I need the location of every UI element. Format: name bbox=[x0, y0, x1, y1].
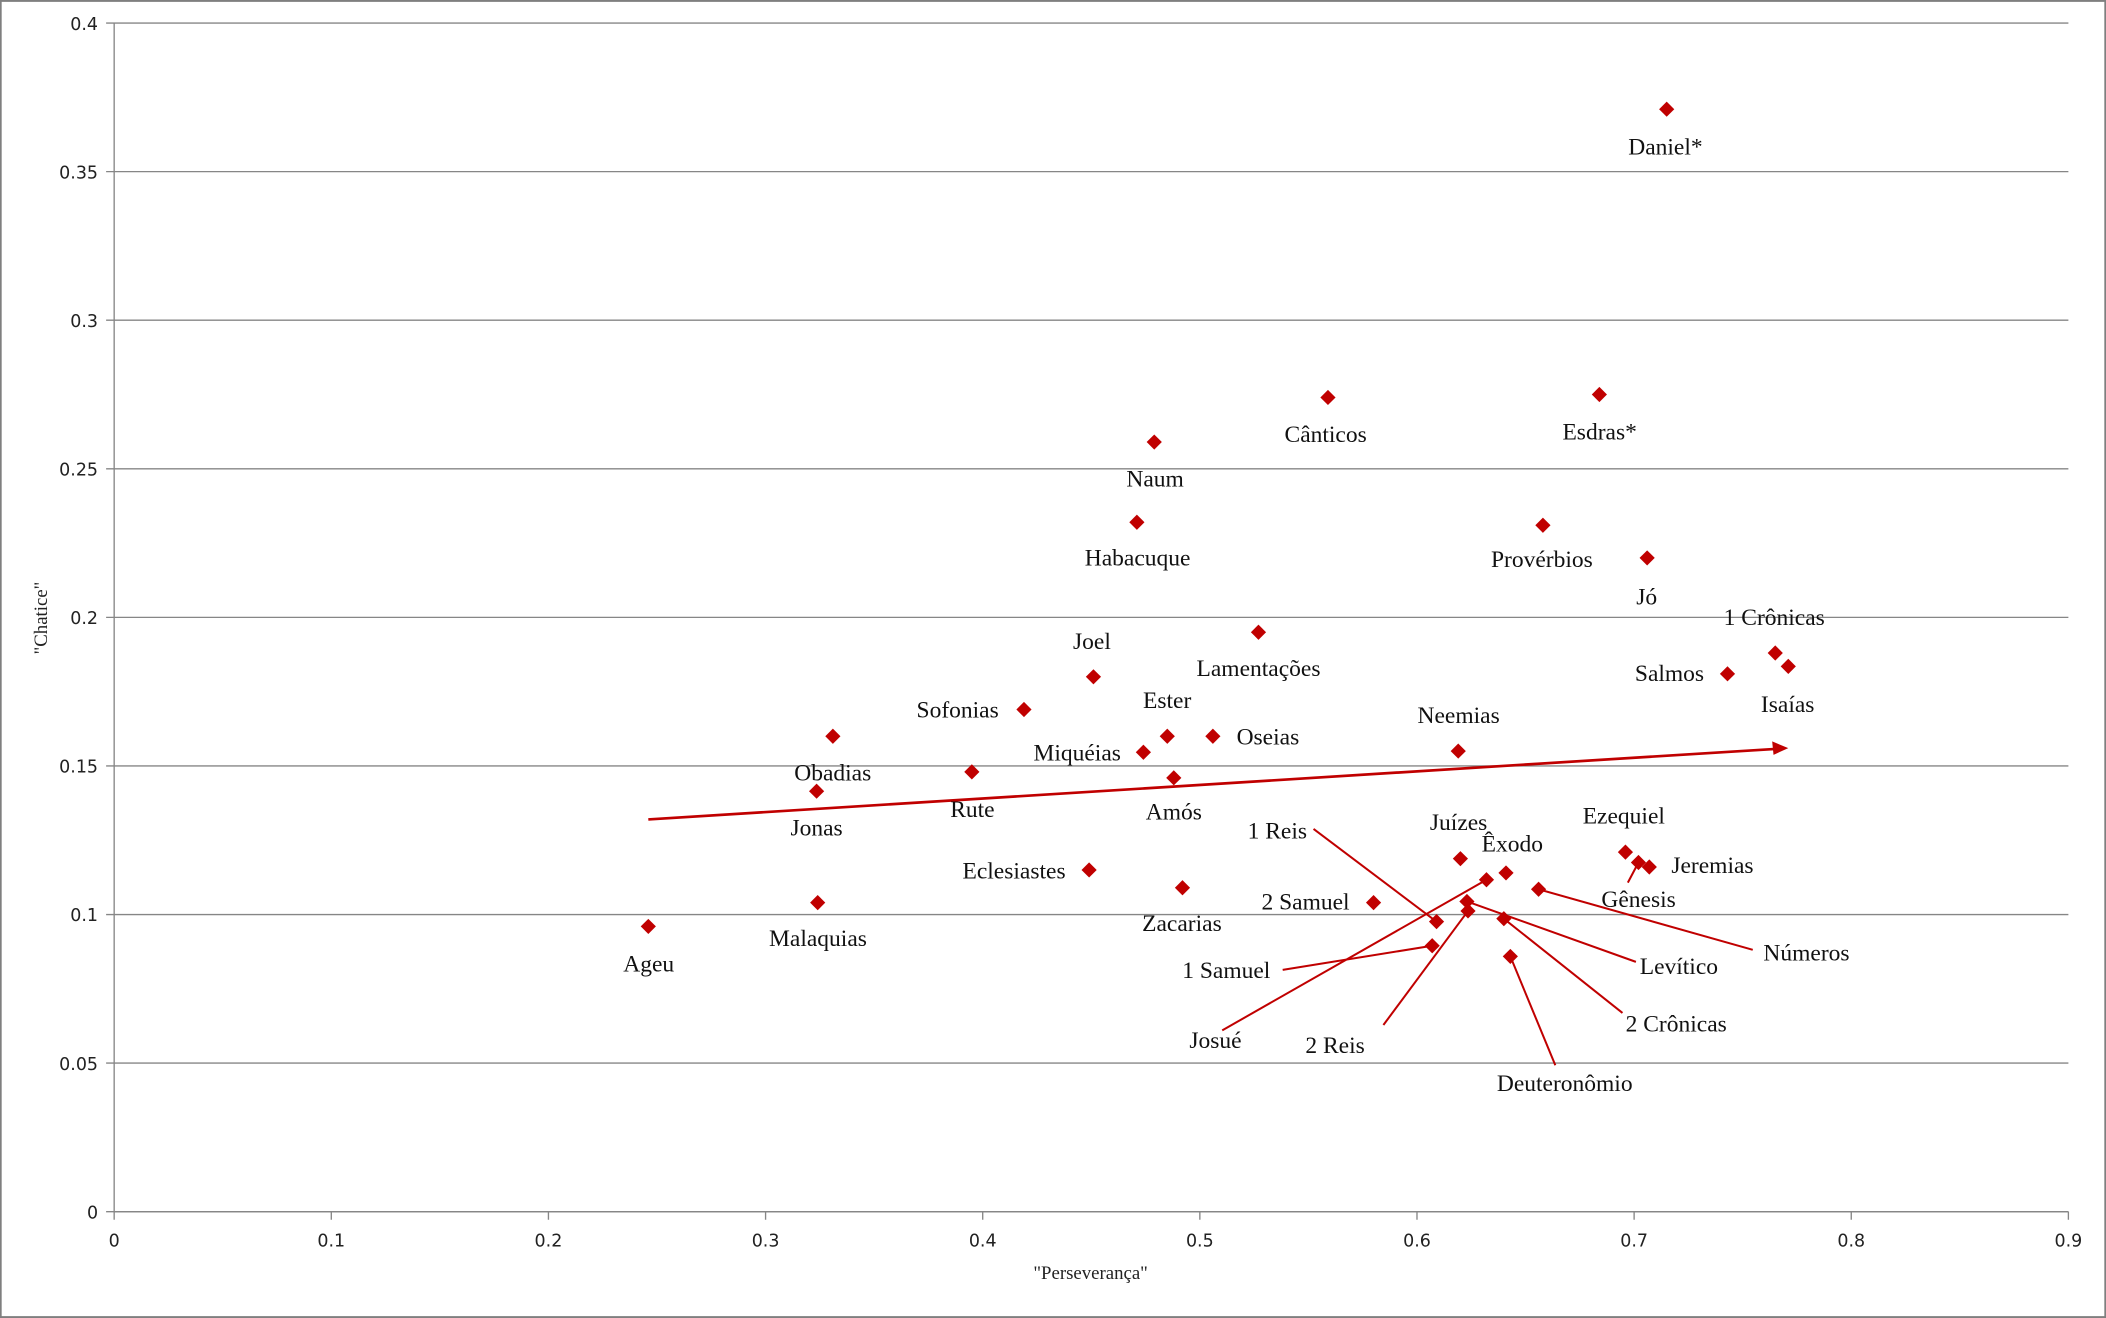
data-point-label: Rute bbox=[950, 797, 994, 823]
data-point-label: Êxodo bbox=[1482, 832, 1543, 858]
data-point-label: Habacuque bbox=[1085, 546, 1191, 572]
x-axis-title: "Perseverança" bbox=[1033, 1263, 1148, 1284]
data-point-marker bbox=[964, 764, 980, 780]
y-tick-label: 0.1 bbox=[70, 906, 98, 926]
y-tick-label: 0.25 bbox=[59, 460, 98, 480]
gridlines bbox=[106, 22, 2069, 1213]
data-point-label: Amós bbox=[1146, 800, 1202, 826]
data-point-marker bbox=[1496, 911, 1512, 927]
data-point-marker bbox=[1767, 645, 1783, 661]
data-point-label: Jó bbox=[1636, 585, 1657, 611]
data-point-label: Ester bbox=[1143, 688, 1191, 714]
data-point-label: Neemias bbox=[1418, 703, 1500, 729]
leader-line bbox=[1282, 944, 1433, 971]
data-point-marker bbox=[809, 783, 825, 799]
data-point-marker bbox=[1159, 728, 1175, 744]
data-point-marker bbox=[810, 895, 826, 911]
data-point-label: Isaías bbox=[1761, 692, 1815, 718]
y-tick-label: 0.05 bbox=[59, 1055, 98, 1075]
data-point-label: 1 Crônicas bbox=[1724, 605, 1825, 631]
data-point-label: Ezequiel bbox=[1583, 804, 1666, 830]
point-labels: Daniel* Cânticos Esdras* Naum Habacuque Prové… bbox=[623, 135, 1849, 1097]
x-tick-label: 0.2 bbox=[535, 1232, 563, 1252]
data-point-label: Miquéias bbox=[1033, 740, 1120, 766]
trendline-arrowhead bbox=[1772, 741, 1789, 755]
data-point-marker bbox=[825, 728, 841, 744]
y-tick-label: 0.15 bbox=[59, 758, 98, 778]
leader-line bbox=[1221, 878, 1487, 1032]
data-point-label: Josué bbox=[1189, 1028, 1241, 1054]
data-point-label: Sofonias bbox=[917, 697, 999, 723]
leader-line bbox=[1538, 888, 1754, 951]
data-point-marker bbox=[1135, 744, 1151, 760]
leader-line bbox=[1382, 910, 1469, 1026]
x-tick-label: 0.8 bbox=[1837, 1232, 1865, 1252]
data-point-label: Obadias bbox=[794, 761, 871, 787]
trendline-line bbox=[648, 747, 1778, 821]
data-point-marker bbox=[1320, 389, 1336, 406]
data-point-marker bbox=[640, 918, 656, 935]
data-point-label: Cânticos bbox=[1285, 422, 1367, 448]
trendline bbox=[648, 741, 1789, 821]
y-tick-label: 0.2 bbox=[70, 609, 98, 629]
x-tick-label: 0.7 bbox=[1620, 1232, 1648, 1252]
data-point-label: Gênesis bbox=[1601, 887, 1675, 913]
data-point-label: 1 Reis bbox=[1248, 818, 1307, 844]
leader-line bbox=[1503, 917, 1624, 1014]
data-point-label: Números bbox=[1763, 941, 1849, 967]
data-point-label: Malaquias bbox=[769, 926, 867, 952]
x-tick-label: 0.1 bbox=[317, 1232, 345, 1252]
data-point-label: 1 Samuel bbox=[1182, 958, 1271, 984]
data-point-label: 2 Samuel bbox=[1261, 889, 1350, 915]
x-tick-label: 0.3 bbox=[752, 1232, 780, 1252]
data-point-label: Naum bbox=[1126, 466, 1183, 492]
data-point-label: Juízes bbox=[1430, 810, 1487, 836]
data-point-label: 2 Crônicas bbox=[1626, 1012, 1727, 1038]
data-point-label: Zacarias bbox=[1142, 911, 1222, 937]
data-point-marker bbox=[1174, 880, 1191, 896]
x-tick-label: 0 bbox=[109, 1232, 120, 1252]
y-tick-label: 0.35 bbox=[59, 163, 98, 183]
y-tick-label: 0 bbox=[87, 1203, 98, 1223]
data-point-label: Daniel* bbox=[1628, 135, 1702, 161]
leader-line bbox=[1312, 828, 1438, 923]
data-point-marker bbox=[1250, 624, 1267, 640]
data-point-label: Eclesiastes bbox=[962, 859, 1065, 885]
y-tick-label: 0.4 bbox=[70, 15, 98, 35]
data-point-label: Esdras* bbox=[1562, 419, 1636, 445]
data-point-marker bbox=[1081, 862, 1097, 878]
x-tick-label: 0.4 bbox=[969, 1232, 997, 1252]
data-point-marker bbox=[1639, 550, 1655, 566]
y-axis-title: "Chatice" bbox=[31, 582, 52, 655]
tick-labels: 0 0.05 0.1 0.15 0.2 0.25 0.3 0.35 0.4 0 0.1 0.2 0.3 0… bbox=[59, 15, 2082, 1252]
data-point-label: Joel bbox=[1073, 629, 1111, 655]
x-tick-label: 0.9 bbox=[2055, 1232, 2083, 1252]
data-point-label: Jonas bbox=[790, 816, 842, 842]
y-tick-label: 0.3 bbox=[70, 312, 98, 332]
data-point-label: Oseias bbox=[1237, 724, 1300, 750]
data-point-label: Lamentações bbox=[1197, 656, 1321, 682]
x-tick-label: 0.6 bbox=[1403, 1232, 1431, 1252]
data-point-label: Salmos bbox=[1635, 661, 1704, 687]
leader-lines bbox=[1221, 828, 1754, 1066]
data-point-label: 2 Reis bbox=[1305, 1033, 1364, 1059]
data-point-marker bbox=[1166, 770, 1182, 786]
data-point-label: Provérbios bbox=[1491, 547, 1593, 573]
data-point-label: Jeremias bbox=[1671, 853, 1753, 879]
data-point-marker bbox=[1129, 514, 1145, 530]
data-point-label: Ageu bbox=[623, 951, 674, 977]
leader-line bbox=[1509, 956, 1557, 1066]
data-point-marker bbox=[1146, 434, 1162, 450]
x-tick-label: 0.5 bbox=[1186, 1232, 1214, 1252]
leader-line bbox=[1466, 900, 1637, 963]
axes bbox=[113, 23, 2070, 1220]
data-point-label: Levítico bbox=[1640, 954, 1718, 980]
data-point-label: Deuteronômio bbox=[1497, 1071, 1633, 1097]
